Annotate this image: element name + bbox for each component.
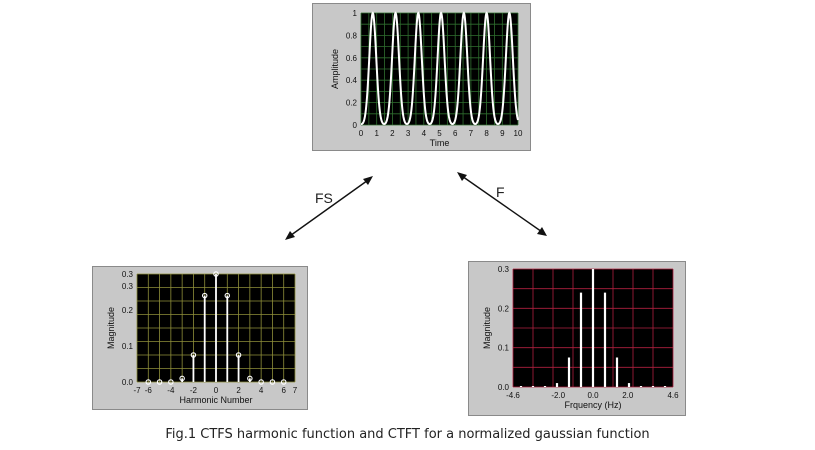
x-tick-label: 2.0	[622, 391, 634, 400]
f-arrow-icon	[457, 172, 547, 236]
y-tick-label: 0.8	[346, 31, 358, 40]
fs-arrow: FS	[277, 170, 377, 242]
harmonic-marker	[201, 292, 208, 299]
harmonic-marker	[168, 379, 174, 385]
x-tick-label: -2.0	[551, 391, 565, 400]
y-tick-label: 0	[353, 121, 358, 130]
y-tick-label: 0.2	[498, 304, 510, 313]
x-tick-label: 7	[293, 386, 298, 395]
y-tick-label: 0.1	[122, 342, 134, 351]
x-tick-label: 5	[437, 129, 442, 138]
harmonic-marker	[235, 352, 242, 358]
harmonic-marker	[213, 271, 219, 277]
y-axis-title: Magnitude	[106, 307, 116, 349]
x-tick-label: -4.6	[506, 391, 520, 400]
x-tick-label: 8	[484, 129, 489, 138]
harmonic-marker	[224, 292, 231, 299]
amplitude-trace	[360, 11, 519, 126]
x-tick-label: 0	[359, 129, 364, 138]
x-tick-label: 6	[281, 386, 286, 395]
y-tick-label: 0.0	[122, 378, 134, 387]
harmonic-marker	[145, 379, 152, 385]
x-tick-label: -7	[133, 386, 141, 395]
y-tick-label: 1	[353, 9, 358, 18]
x-tick-label: 10	[514, 129, 523, 138]
y-tick-label: 0.4	[346, 76, 358, 85]
x-axis-title: Frquency (Hz)	[564, 400, 621, 410]
y-tick-label: 0.3	[498, 265, 510, 274]
y-tick-label: 0.3	[122, 270, 134, 279]
f-label: F	[496, 184, 505, 200]
x-tick-label: 9	[500, 129, 505, 138]
harmonic-chart-svg: Harmonic Number Magnitude 0.0 0.1 0.2 0.3 0.3 -…	[106, 270, 298, 405]
x-tick-label: 0.0	[587, 391, 599, 400]
spectrum-chart: Frquency (Hz) Magnitude 0.0 0.1 0.2 0.3 -4.6 -2…	[468, 261, 686, 416]
harmonic-marker	[179, 375, 185, 382]
harmonic-marker	[258, 379, 264, 385]
x-tick-label: 1	[374, 129, 379, 138]
x-tick-label: 4.6	[667, 391, 679, 400]
y-tick-label: 0.6	[346, 54, 358, 63]
x-tick-label: 3	[406, 129, 411, 138]
y-axis-title: Amplitude	[330, 49, 340, 89]
harmonic-marker	[156, 379, 163, 385]
harmonic-chart: Harmonic Number Magnitude 0.0 0.1 0.2 0.3 0.3 -…	[92, 266, 308, 410]
time-domain-chart: Time Amplitude 0 0.2 0.4 0.6 0.8 1 0 1 2 3 4 5 6 7 8 9 10	[312, 3, 531, 151]
spectrum-chart-svg: Frquency (Hz) Magnitude 0.0 0.1 0.2 0.3 -4.6 -2…	[482, 265, 679, 410]
harmonic-marker	[280, 379, 287, 385]
x-tick-label: 7	[469, 129, 474, 138]
figure-caption: Fig.1 CTFS harmonic function and CTFT fo…	[165, 427, 650, 442]
f-arrow: F	[453, 168, 553, 242]
x-tick-label: 2	[236, 386, 241, 395]
x-tick-label: 6	[453, 129, 458, 138]
harmonic-marker	[247, 375, 253, 382]
x-tick-label: -2	[190, 386, 198, 395]
y-tick-label: 0.3	[122, 282, 134, 291]
x-axis-title: Time	[430, 138, 450, 148]
x-tick-label: 4	[259, 386, 264, 395]
x-axis-title: Harmonic Number	[179, 395, 252, 405]
y-axis-title: Magnitude	[482, 307, 492, 349]
y-tick-label: 0.1	[498, 344, 510, 353]
fs-arrow-icon	[285, 176, 373, 240]
x-tick-label: -6	[145, 386, 153, 395]
harmonic-marker	[269, 379, 276, 385]
x-tick-label: 4	[422, 129, 427, 138]
x-tick-label: -4	[167, 386, 175, 395]
y-tick-label: 0.2	[122, 306, 134, 315]
x-tick-label: 0	[214, 386, 219, 395]
harmonic-marker	[190, 352, 197, 358]
x-tick-label: 2	[390, 129, 395, 138]
fs-label: FS	[315, 190, 333, 206]
y-tick-label: 0.0	[498, 383, 510, 392]
y-tick-label: 0.2	[346, 99, 358, 108]
